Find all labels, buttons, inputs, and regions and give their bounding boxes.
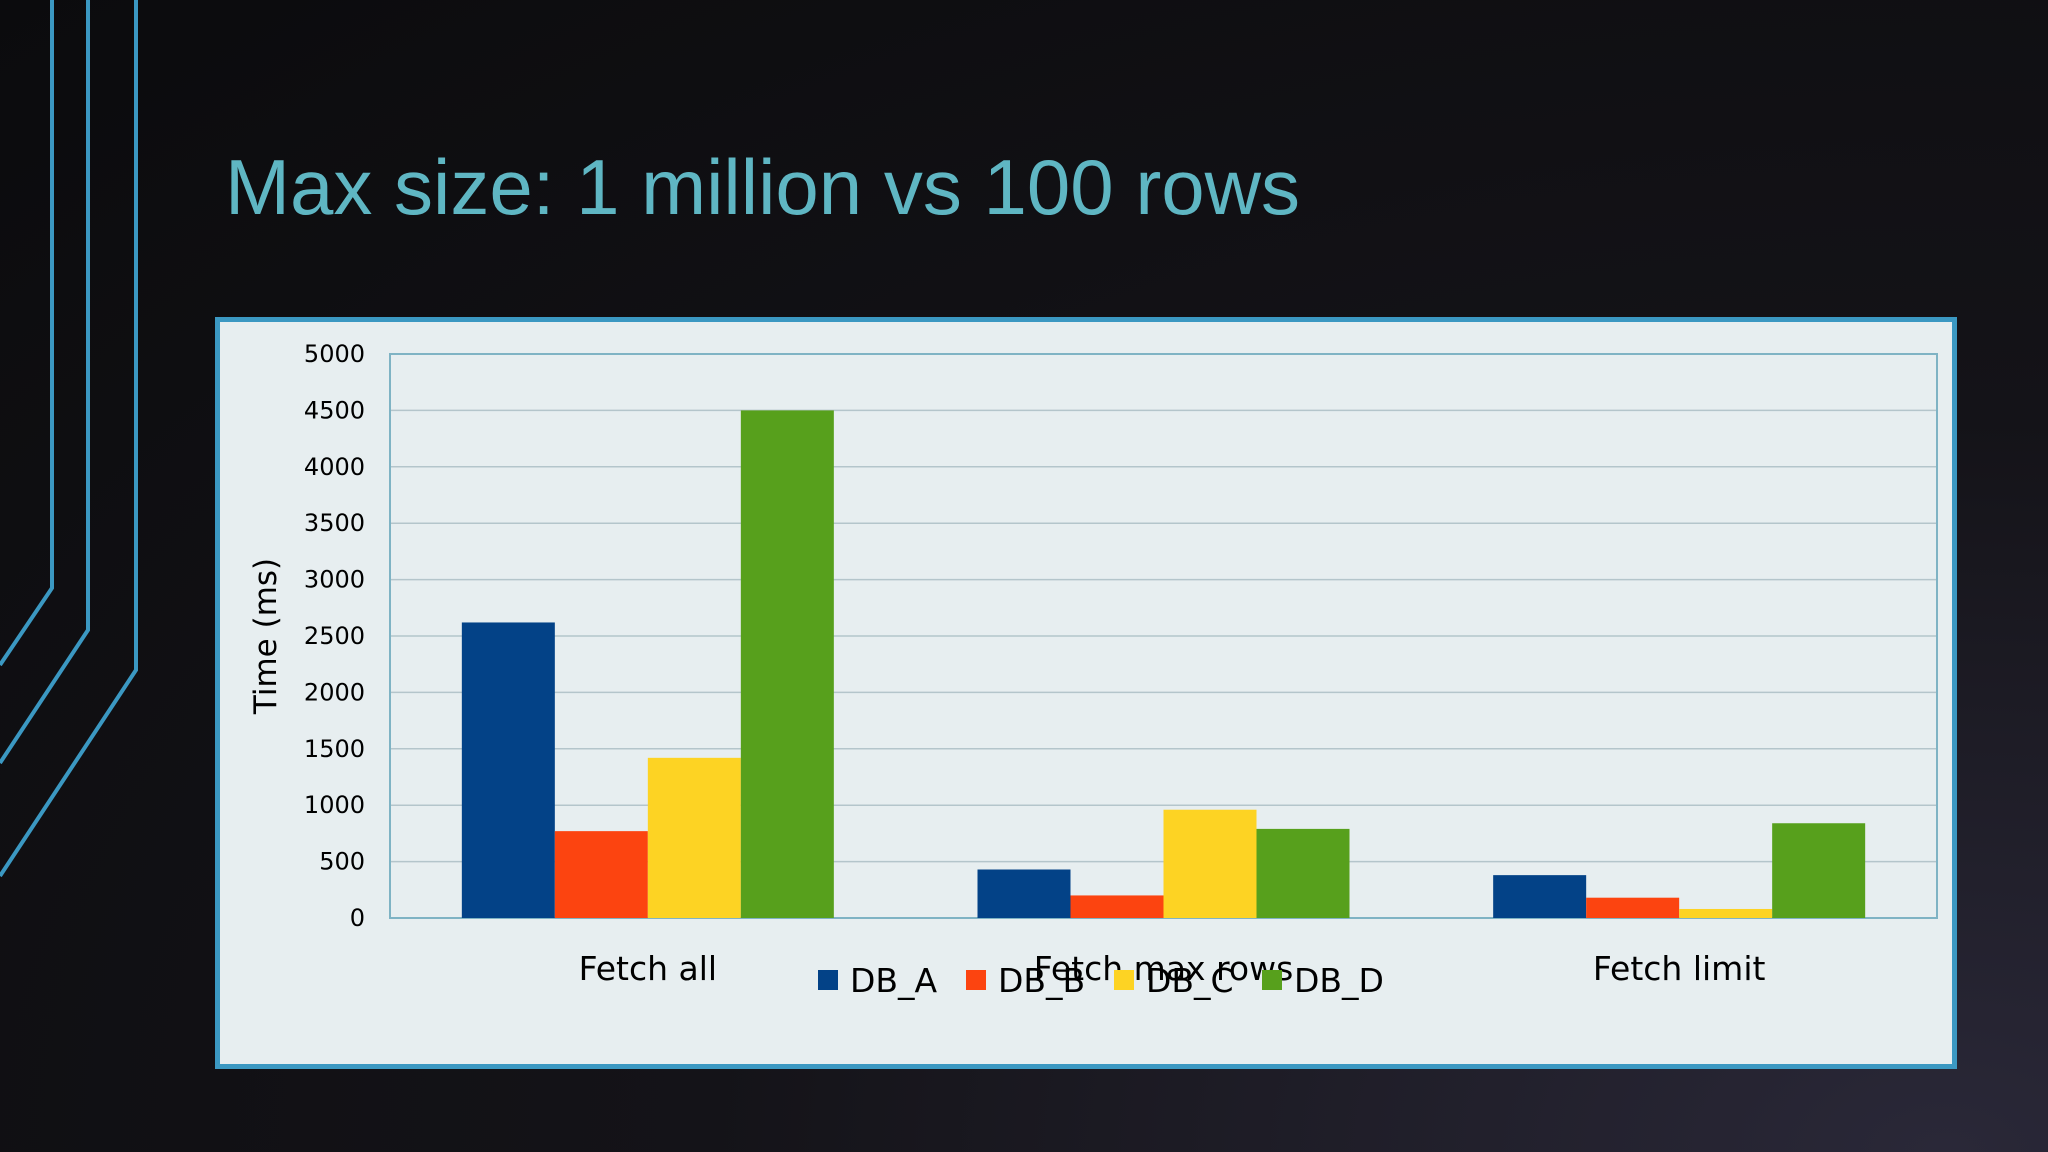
x-category-label: Fetch all: [579, 949, 718, 988]
bars: [461, 410, 1866, 918]
x-category-label: Fetch max rows: [1034, 949, 1294, 988]
chart-frame: 0 500 1000 1500 2000 2500 3000 3500 4000 4500 5000…: [215, 317, 1957, 1069]
bar-db-c-2: [1679, 908, 1773, 918]
y-tick-label: 3500: [304, 509, 365, 537]
bar-chart: 0 500 1000 1500 2000 2500 3000 3500 4000 4500 5000…: [248, 340, 1938, 1000]
legend-label: DB_B: [998, 961, 1085, 1000]
bar-db-d-0: [740, 410, 834, 918]
bar-db-d-2: [1772, 823, 1866, 918]
legend-swatch-db-a: [818, 970, 838, 990]
y-axis-ticks: 0 500 1000 1500 2000 2500 3000 3500 4000 4500 5000: [304, 340, 365, 932]
y-tick-label: 1000: [304, 791, 365, 819]
y-tick-label: 4500: [304, 396, 365, 424]
y-tick-label: 4000: [304, 453, 365, 481]
bar-db-a-0: [461, 622, 555, 918]
bar-db-c-1: [1163, 809, 1257, 918]
accent-line-1: [0, 0, 54, 667]
x-category-label: Fetch limit: [1593, 949, 1766, 988]
accent-line-3: [0, 0, 138, 878]
bar-db-a-1: [977, 869, 1071, 918]
slide-title: Max size: 1 million vs 100 rows: [225, 143, 1301, 231]
y-tick-label: 500: [319, 848, 365, 876]
legend-swatch-db-d: [1262, 970, 1282, 990]
y-tick-label: 0: [350, 904, 365, 932]
y-axis-title: Time (ms): [248, 558, 284, 715]
y-tick-label: 5000: [304, 340, 365, 368]
y-tick-label: 1500: [304, 735, 365, 763]
bar-db-b-2: [1586, 897, 1680, 918]
bar-db-a-2: [1493, 875, 1587, 918]
x-axis-categories: Fetch all Fetch max rows Fetch limit: [579, 949, 1766, 988]
bar-db-b-1: [1070, 895, 1164, 918]
legend-label: DB_C: [1146, 961, 1234, 1000]
gridlines: [390, 409, 1937, 863]
legend-swatch-db-c: [1114, 970, 1134, 990]
legend-label: DB_D: [1294, 961, 1384, 1000]
y-tick-label: 2000: [304, 678, 365, 706]
legend: DB_A DB_B DB_C DB_D: [818, 961, 1384, 1000]
y-tick-label: 2500: [304, 622, 365, 650]
bar-db-d-1: [1256, 828, 1350, 918]
accent-line-2: [0, 0, 90, 765]
legend-swatch-db-b: [966, 970, 986, 990]
y-tick-label: 3000: [304, 566, 365, 594]
bar-db-b-0: [554, 831, 648, 918]
legend-label: DB_A: [850, 961, 938, 1000]
bar-db-c-0: [647, 757, 741, 918]
